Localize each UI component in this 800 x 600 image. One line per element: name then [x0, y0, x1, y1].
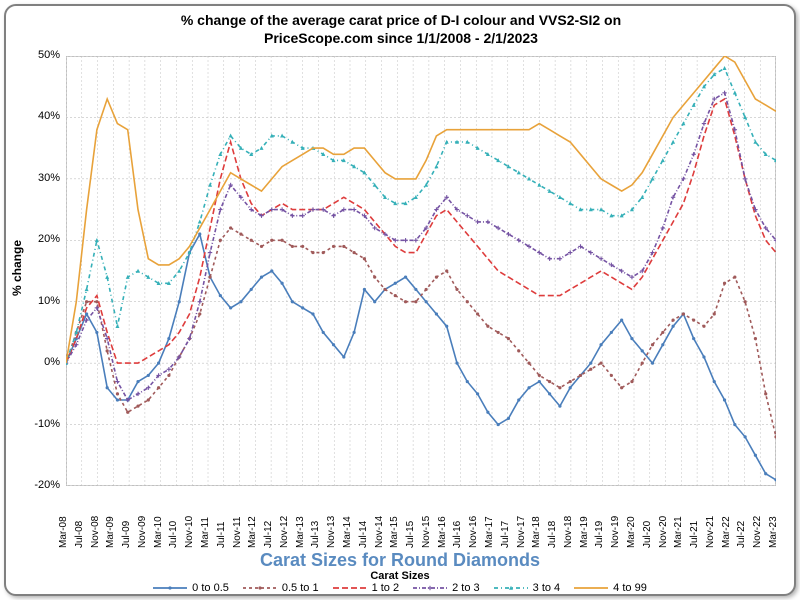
x-tick-label: Mar-22	[721, 516, 732, 548]
x-tick-label: Jul-08	[74, 521, 85, 548]
x-tick-label: Nov-12	[279, 516, 290, 548]
legend-label: 2 to 3	[452, 582, 480, 594]
x-tick-label: Nov-15	[421, 516, 432, 548]
legend-item: 0 to 0.5	[153, 582, 229, 594]
y-tick-label: 0%	[12, 356, 60, 368]
x-tick-label: Nov-22	[752, 516, 763, 548]
legend-title: Carat Sizes	[6, 570, 794, 582]
legend-label: 1 to 2	[372, 582, 400, 594]
x-tick-label: Mar-13	[295, 516, 306, 548]
x-axis-label-large: Carat Sizes for Round Diamonds	[6, 550, 794, 571]
x-tick-label: Mar-11	[200, 517, 211, 548]
x-tick-label: Jul-17	[500, 521, 511, 548]
x-tick-label: Jul-18	[547, 521, 558, 548]
x-tick-label: Nov-19	[610, 516, 621, 548]
x-tick-label: Mar-16	[437, 516, 448, 548]
x-tick-label: Jul-21	[689, 521, 700, 548]
legend: 0 to 0.5 0.5 to 1 1 to 2 2 to 3 3 to 4 4 to 9…	[6, 582, 794, 594]
x-tick-label: Mar-21	[673, 516, 684, 548]
legend-label: 4 to 99	[613, 582, 647, 594]
y-tick-label: 10%	[12, 295, 60, 307]
y-tick-label: 40%	[12, 110, 60, 122]
x-tick-label: Jul-19	[594, 521, 605, 548]
legend-label: 0.5 to 1	[282, 582, 319, 594]
y-tick-label: 30%	[12, 172, 60, 184]
x-tick-label: Jul-22	[736, 521, 747, 548]
x-tick-label: Jul-11	[216, 522, 227, 549]
x-ticks: Mar-08Jul-08Nov-08Mar-09Jul-09Nov-09Mar-…	[66, 488, 776, 548]
legend-item: 2 to 3	[413, 582, 480, 594]
x-tick-label: Nov-17	[516, 516, 527, 548]
x-tick-label: Jul-09	[121, 521, 132, 548]
legend-item: 4 to 99	[574, 582, 647, 594]
x-tick-label: Nov-21	[705, 516, 716, 548]
x-tick-label: Mar-20	[626, 516, 637, 548]
x-tick-label: Mar-23	[768, 516, 779, 548]
chart-title: % change of the average carat price of D…	[56, 12, 746, 47]
title-line-2: PriceScope.com since 1/1/2008 - 2/1/2023	[264, 30, 538, 46]
x-tick-label: Nov-16	[468, 516, 479, 548]
plot-area	[66, 56, 776, 486]
x-tick-label: Mar-14	[342, 516, 353, 548]
legend-label: 3 to 4	[533, 582, 561, 594]
x-tick-label: Mar-12	[247, 516, 258, 548]
x-tick-label: Mar-19	[579, 516, 590, 548]
x-tick-label: Jul-12	[263, 521, 274, 548]
x-tick-label: Nov-18	[563, 516, 574, 548]
x-tick-label: Mar-10	[153, 516, 164, 548]
y-axis-label: % change	[10, 240, 24, 296]
x-tick-label: Jul-15	[405, 521, 416, 548]
x-tick-label: Mar-17	[484, 516, 495, 548]
x-tick-label: Mar-09	[105, 516, 116, 548]
legend-label: 0 to 0.5	[192, 582, 229, 594]
y-tick-label: 20%	[12, 233, 60, 245]
x-tick-label: Nov-10	[184, 516, 195, 548]
chart-frame: % change of the average carat price of D…	[4, 4, 796, 596]
x-tick-label: Jul-13	[310, 521, 321, 548]
y-tick-label: 50%	[12, 49, 60, 61]
x-tick-label: Nov-13	[326, 516, 337, 548]
x-tick-label: Mar-18	[531, 516, 542, 548]
x-tick-label: Mar-08	[58, 516, 69, 548]
legend-item: 1 to 2	[333, 582, 400, 594]
chart-svg	[66, 56, 776, 486]
x-tick-label: Nov-20	[658, 516, 669, 548]
x-tick-label: Jul-10	[168, 521, 179, 548]
legend-item: 3 to 4	[494, 582, 561, 594]
title-line-1: % change of the average carat price of D…	[181, 12, 621, 28]
x-tick-label: Jul-14	[358, 521, 369, 548]
x-tick-label: Nov-08	[90, 516, 101, 548]
y-tick-label: -20%	[12, 479, 60, 491]
x-tick-label: Nov-11	[232, 517, 243, 549]
legend-item: 0.5 to 1	[243, 582, 319, 594]
y-tick-label: -10%	[12, 418, 60, 430]
x-tick-label: Jul-16	[452, 521, 463, 548]
x-tick-label: Nov-09	[137, 516, 148, 548]
x-tick-label: Mar-15	[389, 516, 400, 548]
x-tick-label: Nov-14	[374, 516, 385, 548]
x-tick-label: Jul-20	[642, 521, 653, 548]
